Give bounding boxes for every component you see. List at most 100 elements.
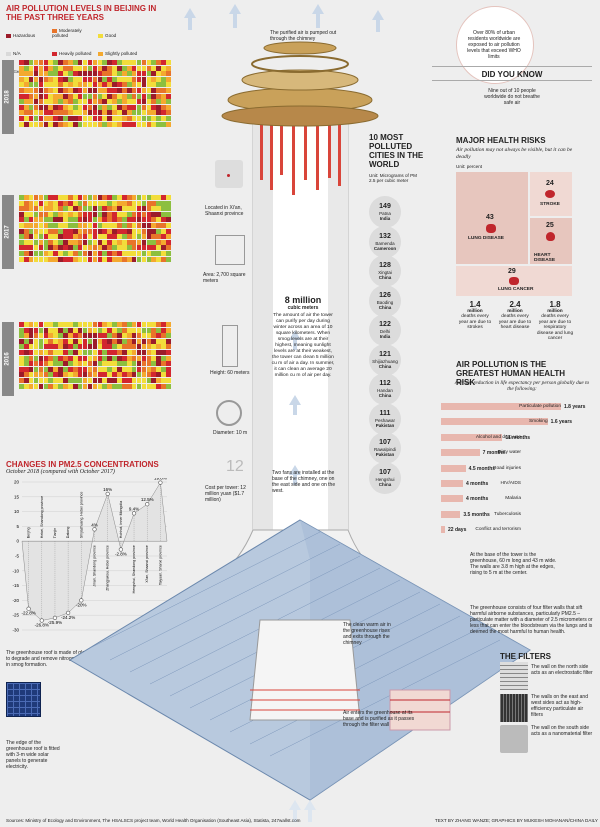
solar-note: The edge of the greenhouse roof is fitte… — [6, 740, 60, 770]
data-value-label: 4% — [91, 522, 98, 527]
year-tab: 2016 — [2, 322, 14, 397]
city-value: 149 — [379, 203, 391, 210]
death-text: deaths every year are due to heart disea… — [498, 314, 532, 331]
lifeexp-title: AIR POLLUTION IS THE GREATEST HUMAN HEAL… — [456, 360, 566, 387]
y-tick-label: -30 — [12, 628, 19, 633]
risk-stroke: 24 STROKE — [530, 172, 572, 216]
purify-number: 8 million — [284, 295, 322, 305]
greenhouse-base-note: At the base of the tower is the greenhou… — [470, 552, 557, 576]
city-country: China — [378, 304, 392, 310]
tower-illustration — [69, 4, 531, 822]
filter-eastwest-text: The walls on the east and west sides act… — [531, 694, 588, 718]
city-value: 121 — [379, 350, 391, 358]
city-item: 111 Peshawar Pakistan — [369, 402, 401, 435]
y-tick-label: -15 — [12, 583, 19, 588]
legend-item: Good — [98, 33, 144, 38]
city-name: Xingtai — [378, 270, 392, 275]
legend-item: Moderately polluted — [52, 28, 98, 38]
location-note: Located in Xi'an, Shaanxi province — [205, 205, 244, 217]
data-point — [92, 527, 97, 532]
city-country: China — [378, 393, 392, 398]
lifeexp-bar — [441, 433, 503, 441]
year-label: 2016 — [5, 352, 12, 366]
lifeexp-label: Malaria — [505, 496, 521, 502]
diameter-icon — [216, 400, 242, 426]
y-tick-label: 20 — [14, 480, 20, 485]
filter-south-image — [500, 725, 528, 753]
legend-label: Good — [105, 33, 117, 38]
risk-lung-cancer: 29 LUNG CANCER — [456, 266, 572, 296]
year-heatmap — [19, 322, 171, 389]
data-value-label: 12.5% — [141, 497, 154, 502]
lifeexp-bar — [441, 449, 480, 457]
risk-lung-disease: 43 LUNG DISEASE — [456, 172, 528, 264]
category-label: Xi'an, Shaanxi province — [145, 545, 149, 582]
death-stat: 1.4 million deaths every year are due to s… — [456, 300, 494, 331]
lifeexp-bar — [441, 495, 463, 503]
city-item: 149 Patna India — [369, 196, 401, 228]
filter-north-image — [500, 662, 528, 690]
data-point — [118, 547, 123, 552]
lifeexp-value: 7 months — [482, 450, 505, 457]
diameter-note: Diameter: 10 m — [213, 430, 248, 436]
height-note: Height: 60 meters — [210, 370, 250, 376]
year-tab: 2017 — [2, 195, 14, 270]
year-label: 2017 — [5, 225, 12, 239]
category-label: Tianjin — [53, 528, 57, 538]
y-tick-label: 5 — [16, 524, 19, 529]
dyk-fact: Nine out of 10 people worldwide do not b… — [484, 88, 540, 106]
data-point — [66, 610, 71, 615]
purify-text: The amount of air the tower can purify p… — [271, 313, 335, 378]
risk-heart-disease-value: 25 — [546, 222, 554, 229]
category-label: Zhangjiakou, Hebei province — [106, 545, 110, 591]
city-value: 122 — [379, 321, 391, 328]
death-stat: 1.8 million deaths every year are due to r… — [536, 300, 574, 342]
filter-eastwest-image — [500, 694, 528, 722]
purified-air-note: The purified air is pumped out through t… — [270, 30, 337, 42]
city-value: 126 — [379, 291, 391, 299]
lifeexp-value: 1.6 years — [550, 419, 573, 426]
y-tick-label: 10 — [14, 509, 20, 514]
legend-label: N/A — [13, 51, 21, 56]
risks-unit: Unit: percent — [456, 164, 483, 169]
lifeexp-label: HIV/AIDS — [500, 481, 521, 486]
city-country: China — [378, 481, 392, 487]
lifeexp-value: 4 months — [466, 481, 489, 487]
warm-air-note: The clean warm air in the greenhouse ris… — [343, 622, 391, 646]
legend-item: Slightly polluted — [98, 51, 144, 56]
pm25-area — [21, 481, 168, 621]
risk-stroke-label: STROKE — [540, 202, 560, 207]
risks-subtitle: Air pollution may not always be visible,… — [456, 147, 573, 160]
city-value: 107 — [379, 439, 391, 446]
footer-sources: Sources: Ministry of Ecology and Environ… — [6, 818, 301, 823]
city-country: Cameroon — [373, 245, 397, 251]
death-value: 2.4 — [509, 300, 521, 309]
death-text: deaths every year are due to respiratory… — [536, 314, 574, 342]
lifeexp-label: Particulate pollution — [519, 404, 561, 409]
heart-icon — [546, 232, 555, 241]
lifeexp-bar — [441, 510, 461, 518]
city-value: 111 — [379, 409, 391, 417]
city-name: Baoding — [376, 299, 394, 305]
lifeexp-bar — [441, 526, 445, 534]
cost-note: Cost per tower: 12 million yuan ($1.7 mi… — [205, 485, 246, 503]
city-name: Delhi — [379, 329, 391, 334]
footer-credit: TEXT BY ZHANG WANZE; GRAPHICS BY MUKESH … — [434, 818, 598, 823]
category-label: Datong — [66, 527, 70, 539]
city-name: Handan — [377, 388, 393, 393]
cities-subtitle: Unit: Micrograms of PM 2.5 per cubic met… — [369, 173, 417, 184]
lifeexp-subtitle: Average reduction in life expectancy per… — [454, 380, 590, 393]
city-item: 126 Baoding China — [369, 284, 401, 317]
area-note: Area: 2,700 square meters — [203, 272, 246, 284]
lifeexp-label: Conflict and terrorism — [475, 527, 521, 533]
legend-label: Moderately polluted — [52, 28, 82, 38]
death-value: 1.8 — [549, 300, 561, 309]
city-country: China — [378, 363, 392, 369]
air-enters-note: Air enters the greenhouse at its base an… — [343, 710, 415, 728]
data-value-label: -24.2% — [61, 615, 75, 620]
category-label: Hohhot, Inner Mongolia — [119, 501, 123, 538]
dyk-circle — [456, 6, 534, 84]
china-map-icon — [215, 160, 243, 188]
death-unit: million — [467, 309, 483, 314]
city-value: 128 — [379, 262, 391, 269]
